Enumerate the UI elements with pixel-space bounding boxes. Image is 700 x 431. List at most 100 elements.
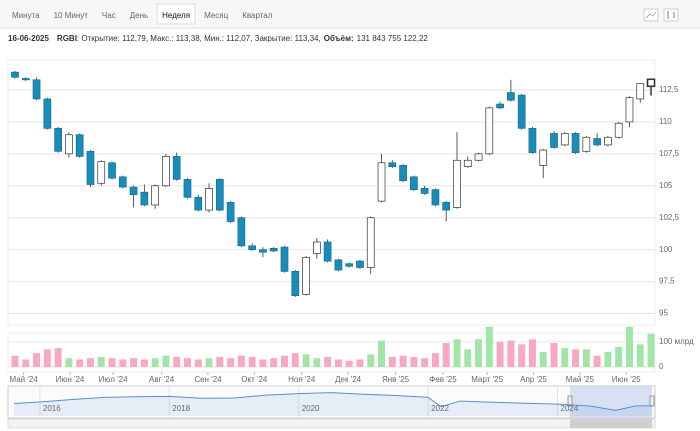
volume-bar	[237, 355, 245, 367]
volume-bar	[378, 340, 386, 367]
candle-body	[614, 122, 623, 138]
navigator-year: 2018	[172, 404, 190, 413]
candle-body	[420, 187, 429, 194]
candle-body	[21, 78, 30, 81]
y-tick-label: 112,5	[659, 85, 679, 94]
volume-bar	[324, 356, 332, 367]
volume-bar	[248, 356, 256, 367]
candle-body	[205, 187, 213, 211]
volume-bar	[507, 340, 515, 367]
volume-bar	[464, 349, 472, 367]
navigator-handle[interactable]	[649, 395, 655, 407]
candle-body	[118, 176, 127, 188]
candle-body	[560, 133, 569, 146]
volume-panel	[7, 332, 656, 373]
y-tick-label: 100	[659, 245, 673, 254]
navigator-handle[interactable]	[567, 395, 573, 407]
volume-bar	[593, 355, 601, 367]
x-tick-label: Янв '25	[382, 375, 410, 384]
candle-body	[517, 94, 526, 129]
y-tick-label: 102,5	[659, 213, 680, 222]
volume-bar	[615, 346, 623, 367]
volume-bar	[227, 358, 235, 367]
candle-body	[582, 136, 591, 152]
candle-body	[140, 191, 149, 206]
volume-bar	[259, 359, 267, 367]
volume-bar	[140, 359, 148, 367]
volume-bar	[388, 356, 396, 367]
tab[interactable]: День	[130, 11, 148, 20]
x-tick-label: Авг '24	[149, 375, 175, 384]
volume-bar	[647, 333, 655, 367]
candle-body	[75, 134, 84, 157]
candle-body	[463, 159, 472, 167]
candle-body	[593, 138, 601, 146]
volume-bar	[550, 343, 558, 367]
volume-bar	[528, 339, 536, 367]
volume-bar	[173, 356, 181, 367]
scrollbar-thumb[interactable]	[570, 419, 652, 428]
candle-body	[636, 83, 645, 100]
tab[interactable]: Неделя	[162, 11, 190, 20]
candle-body	[366, 217, 375, 268]
x-tick-label: Ноя '24	[288, 375, 316, 384]
candle-body	[377, 162, 386, 202]
y-tick-label: 97,5	[659, 277, 675, 286]
volume-bar	[485, 326, 493, 367]
tab[interactable]: Час	[102, 11, 116, 20]
tab[interactable]: Месяц	[204, 11, 229, 20]
candle-body	[507, 92, 515, 101]
candle-body	[226, 202, 235, 222]
candle-body	[528, 127, 537, 153]
volume-bar	[65, 358, 73, 367]
x-tick-label: Июл '24	[99, 375, 128, 384]
candle-body	[151, 185, 159, 206]
navigator-window[interactable]	[570, 386, 652, 418]
x-tick-label: Июн '25	[612, 375, 641, 384]
price-panel	[7, 59, 656, 326]
candle-body	[215, 179, 224, 211]
x-tick-label: Сен '24	[194, 375, 222, 384]
candle-body	[442, 202, 451, 211]
tab[interactable]: Квартал	[242, 11, 273, 20]
volume-tick-label: 0	[659, 362, 664, 371]
volume-bar	[97, 356, 105, 367]
y-tick-label: 105	[659, 181, 673, 190]
volume-bar	[496, 341, 504, 367]
x-tick-label: Май '25	[566, 375, 595, 384]
chart-style-icon[interactable]	[663, 8, 679, 22]
volume-bar	[76, 359, 84, 367]
candle-body	[496, 103, 504, 109]
volume-bar	[410, 356, 418, 367]
volume-bar	[345, 360, 353, 367]
volume-bar	[302, 354, 310, 367]
volume-bar	[636, 344, 644, 367]
candle-body	[86, 150, 95, 185]
volume-bar	[108, 358, 116, 367]
navigator-year: 2022	[431, 404, 449, 413]
candle-body	[388, 162, 397, 167]
volume-bar	[421, 358, 429, 367]
tab[interactable]: 10 Минут	[54, 11, 89, 20]
y-tick-label: 95	[659, 309, 668, 318]
candle-body	[108, 162, 116, 179]
volume-bar	[572, 349, 580, 367]
tab[interactable]: Минута	[12, 11, 40, 20]
candle-body	[237, 217, 246, 247]
y-tick-label: 107,5	[659, 149, 680, 158]
candle-body	[43, 98, 52, 129]
candle-body	[291, 271, 300, 296]
candle-body	[183, 179, 192, 198]
candle-body	[259, 249, 267, 253]
info-text: Объём:	[324, 34, 354, 43]
volume-bar	[43, 349, 51, 367]
y-tick-label: 110	[659, 117, 672, 126]
info-text: : Открытие: 112,79, Макс.: 113,38, Мин.:…	[77, 34, 321, 43]
volume-bar	[442, 343, 450, 367]
candle-body	[356, 260, 364, 268]
candle-body	[399, 165, 407, 182]
toolbar-icons	[643, 8, 679, 22]
scrollbar[interactable]	[7, 418, 656, 429]
volume-bar	[11, 355, 19, 367]
candle-body	[539, 149, 548, 166]
